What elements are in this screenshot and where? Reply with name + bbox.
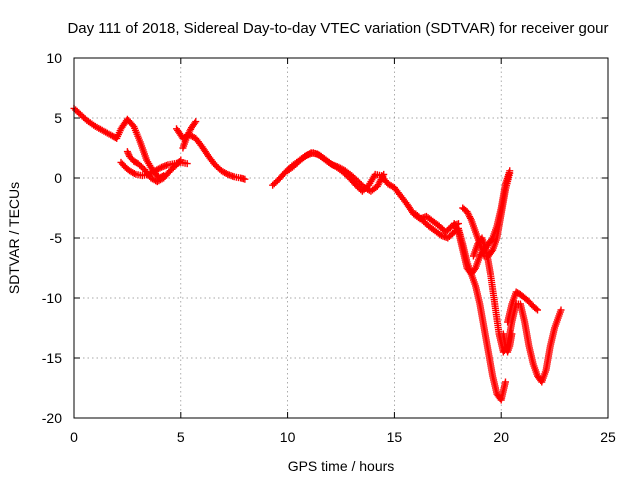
y-tick-label: -5 [50,230,63,246]
x-tick-label: 20 [493,429,509,445]
y-tick-label: -15 [42,350,62,366]
y-axis-label: SDTVAR / TECUs [6,182,22,294]
data-point [241,175,249,183]
data-point [380,170,388,178]
x-tick-label: 5 [177,429,185,445]
data-point [123,148,131,156]
data-points [70,104,565,404]
data-series-track-7 [284,149,388,195]
x-tick-label: 0 [70,429,78,445]
data-point [534,306,542,314]
data-series-track-1 [70,104,168,182]
data-series-track-6 [269,149,462,236]
data-point [191,119,199,127]
data-point [508,330,516,338]
data-series-track-4 [173,125,249,183]
data-series-track-11 [469,234,565,386]
data-series-track-12 [504,288,542,326]
data-point [156,164,164,172]
x-axis-label: GPS time / hours [288,458,395,474]
grid-lines [74,58,608,418]
data-series-track-3 [123,148,185,186]
y-tick-label: 10 [46,50,62,66]
data-point [130,170,138,177]
x-tick-label: 15 [387,429,403,445]
y-tick-label: -20 [42,410,62,426]
data-point [532,305,540,313]
y-tick-label: -10 [42,290,62,306]
data-series-track-5 [179,118,200,152]
x-tick-label: 10 [280,429,296,445]
data-point [175,158,183,166]
data-point [124,149,132,157]
data-point [501,378,509,386]
data-point [177,156,185,164]
y-tick-label: 5 [54,110,62,126]
data-point [557,306,565,314]
data-series-track-13 [499,330,516,356]
axis-ticks: 0 5 10 15 20 25 -20 -15 -10 -5 0 5 10 [42,50,616,445]
data-point [183,160,191,168]
data-point [506,169,514,177]
data-point [222,170,230,177]
x-tick-label: 25 [600,429,616,445]
y-tick-label: 0 [54,170,62,186]
chart-title: Day 111 of 2018, Sidereal Day-to-day VTE… [67,20,608,37]
data-point [192,118,200,126]
plot-frame [73,57,609,419]
